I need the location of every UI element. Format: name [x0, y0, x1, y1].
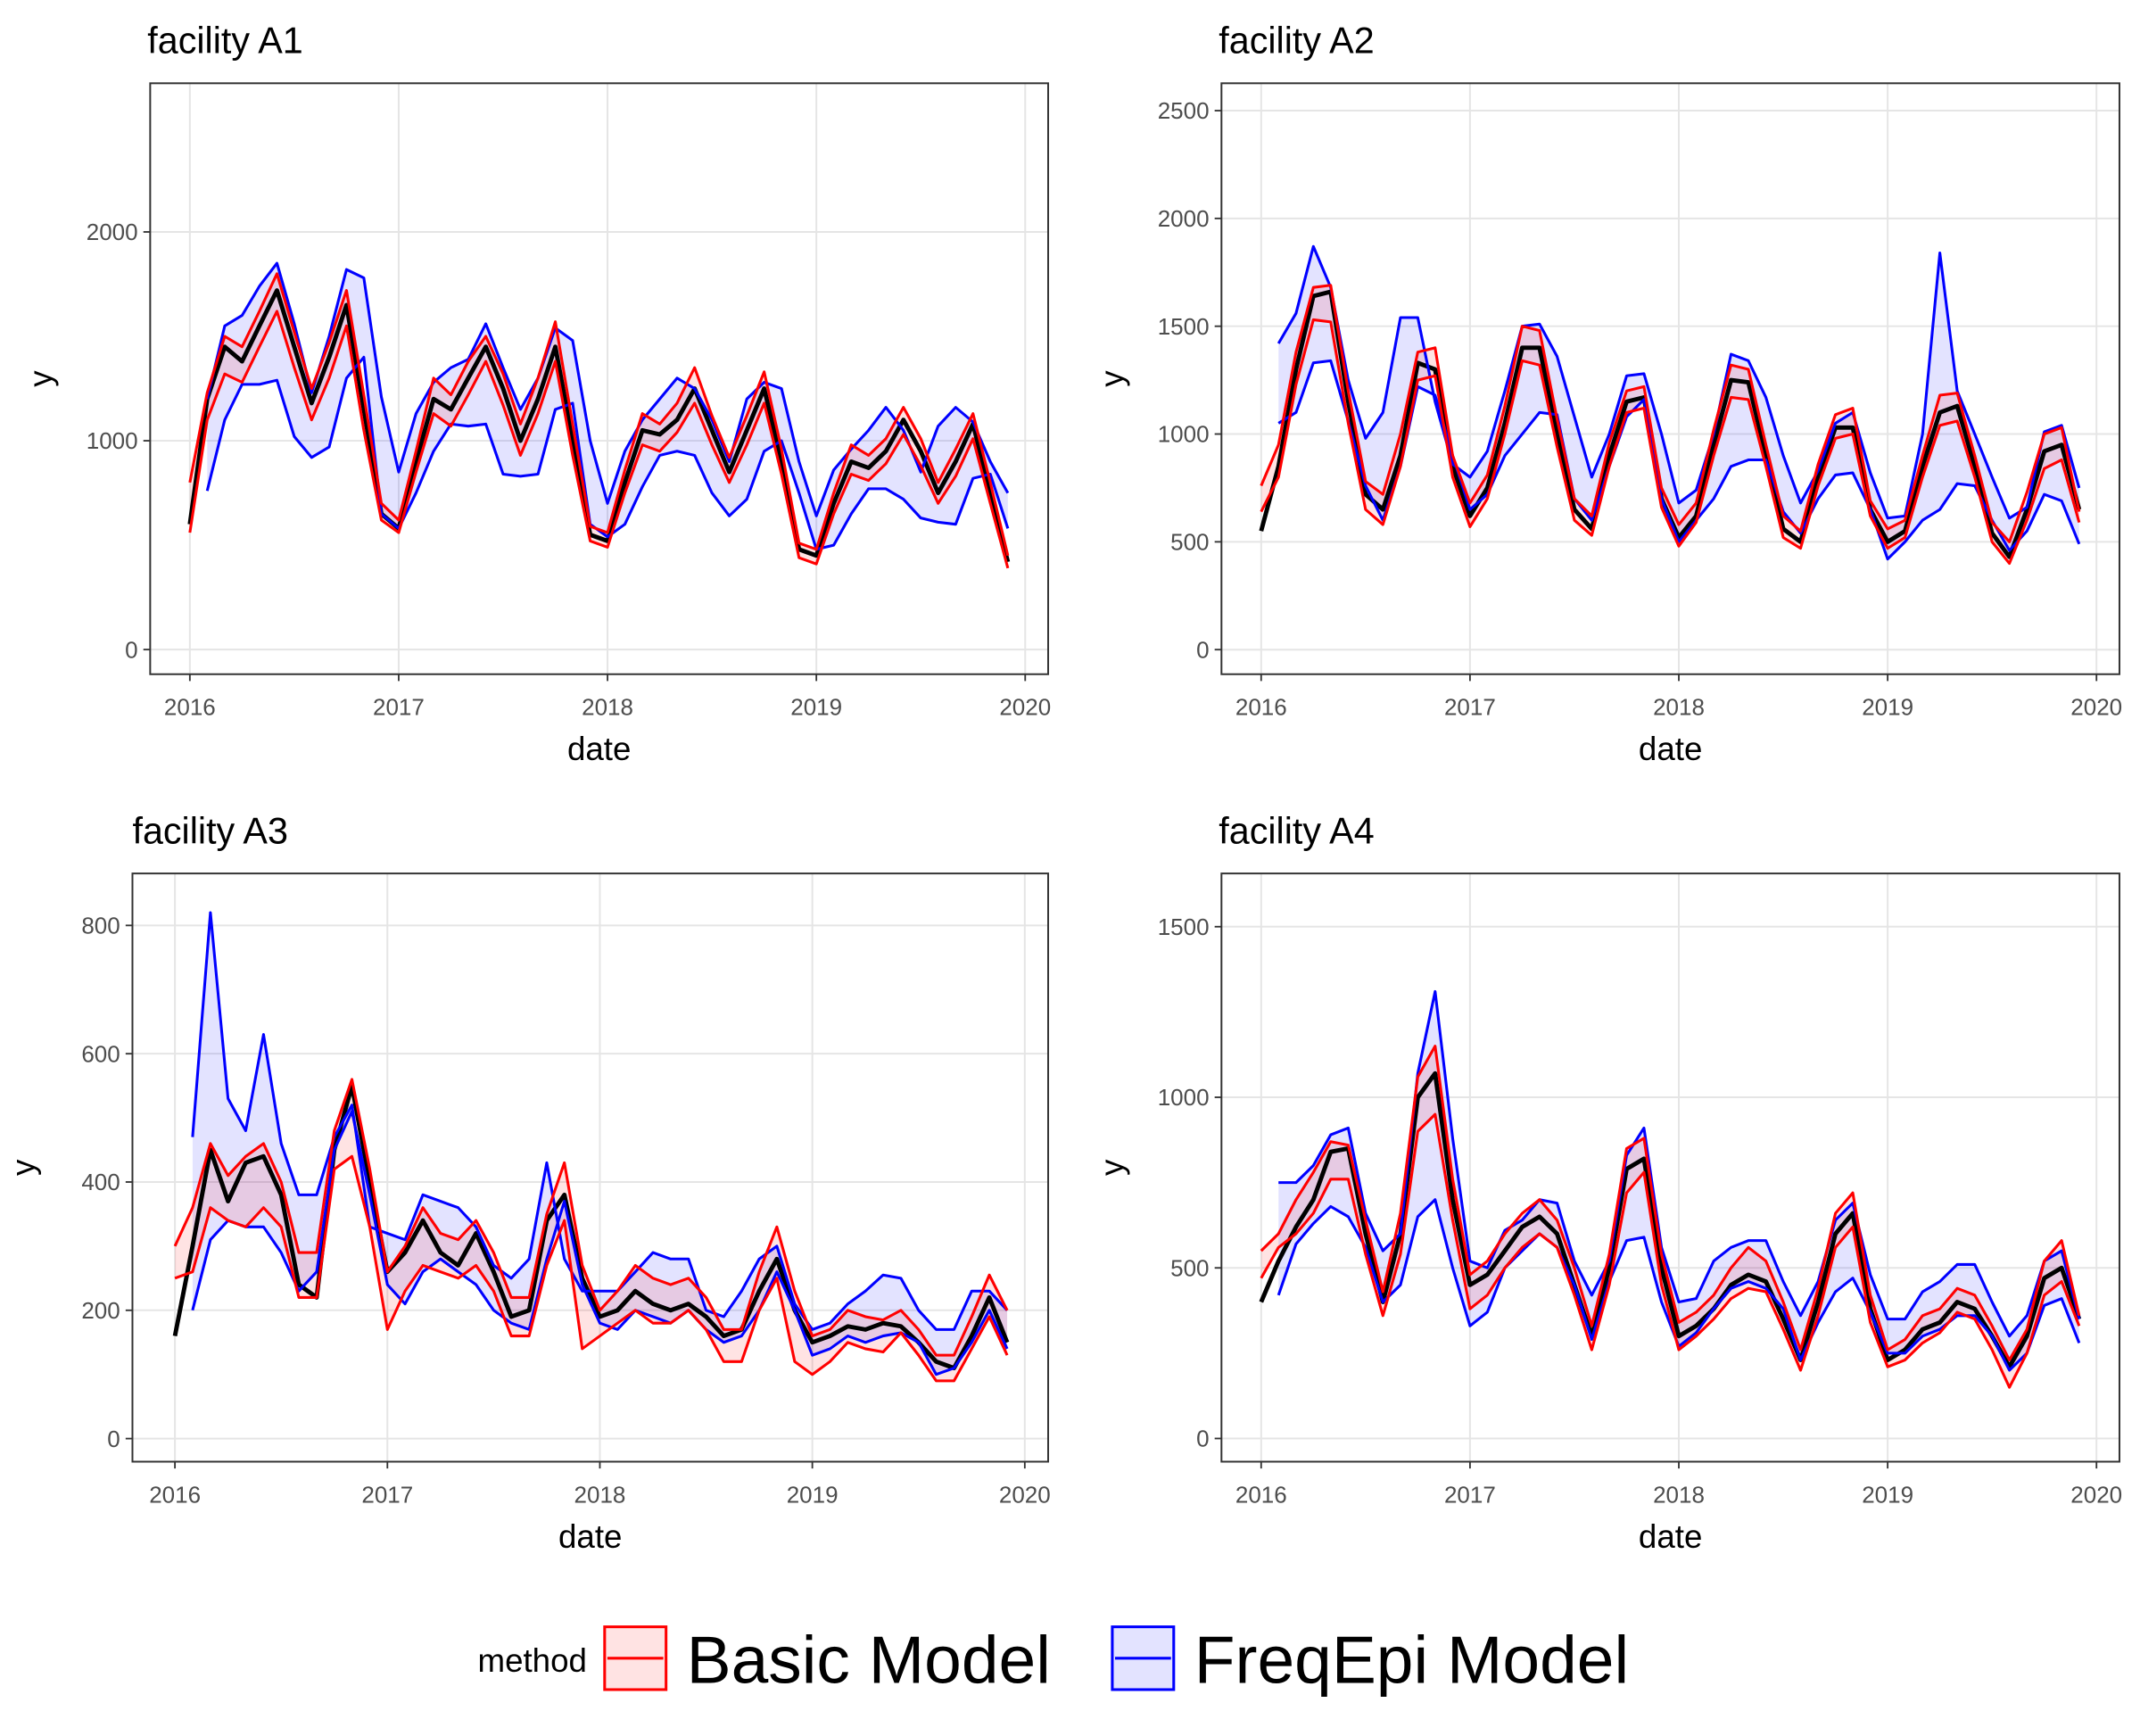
y-tick-label: 800 [81, 913, 120, 939]
y-tick-label: 2500 [1158, 97, 1210, 124]
y-tick-label: 500 [1170, 529, 1209, 556]
x-tick-label: 2018 [574, 1481, 626, 1508]
plot-area [1221, 83, 2119, 674]
lower-line [174, 1154, 1009, 1383]
y-tick-label: 500 [1170, 1254, 1209, 1281]
y-axis-label: y [22, 370, 59, 387]
lower-line [191, 1110, 1009, 1376]
plot-area [1221, 873, 2119, 1462]
y-tick-label: 1000 [1158, 421, 1210, 448]
upper-line [1260, 1045, 2081, 1362]
y-tick-label: 0 [1196, 1426, 1209, 1452]
x-tick-label: 2019 [787, 1481, 839, 1508]
x-axis-label: date [1639, 1518, 1702, 1555]
y-tick-label: 600 [81, 1040, 120, 1067]
panel-title: facility A3 [132, 810, 287, 851]
y-tick-label: 1000 [1158, 1084, 1210, 1111]
y-tick-label: 400 [81, 1169, 120, 1195]
panel-title: facility A1 [147, 21, 302, 62]
lower-line [1260, 1112, 2081, 1389]
lower-line [188, 310, 1010, 569]
panel-title: facility A2 [1219, 21, 1374, 62]
observed-line [187, 288, 1011, 563]
x-tick-label: 2017 [1444, 694, 1496, 721]
y-tick-label: 1500 [1158, 913, 1210, 940]
upper-line [191, 911, 1009, 1331]
plot-area [150, 83, 1049, 674]
y-axis-label: y [4, 1159, 41, 1176]
x-tick-label: 2018 [1653, 1481, 1705, 1508]
plot-area [132, 873, 1049, 1462]
x-tick-label: 2018 [1653, 694, 1705, 721]
x-tick-label: 2020 [2070, 1481, 2122, 1508]
x-tick-label: 2017 [361, 1481, 413, 1508]
upper-line [205, 261, 1010, 517]
panel-title: facility A4 [1219, 810, 1374, 851]
legend-title: method [478, 1642, 587, 1679]
y-axis-label: y [1094, 1159, 1130, 1176]
x-tick-label: 2017 [1444, 1481, 1496, 1508]
panel: 0 500 1000 1500 2016 2017 2018 2019 2020 facility… [1094, 810, 2122, 1554]
x-tick-label: 2016 [149, 1481, 201, 1508]
y-tick-label: 1500 [1158, 313, 1210, 340]
legend-label: FreqEpi Model [1194, 1622, 1629, 1697]
plot-border [149, 82, 1050, 675]
band [207, 263, 1008, 550]
upper-line [188, 272, 1010, 557]
x-tick-label: 2017 [373, 694, 425, 721]
x-tick-label: 2016 [1235, 1481, 1287, 1508]
lower-line [205, 355, 1010, 551]
observed-line [172, 1083, 1010, 1370]
x-tick-label: 2016 [164, 694, 216, 721]
panel: 0 500 1000 1500 2000 2500 2016 2017 2018 2019 2020… [1094, 21, 2122, 767]
y-tick-label: 0 [1196, 636, 1209, 663]
y-tick-label: 0 [107, 1426, 120, 1452]
upper-line [1260, 284, 2081, 543]
y-tick-label: 2000 [87, 219, 138, 245]
legend-label: Basic Model [687, 1622, 1051, 1697]
x-tick-label: 2019 [1862, 694, 1913, 721]
x-tick-label: 2020 [2070, 694, 2122, 721]
x-tick-label: 2020 [999, 1481, 1051, 1508]
x-axis-label: date [567, 731, 631, 767]
x-tick-label: 2020 [999, 694, 1051, 721]
x-tick-label: 2016 [1235, 694, 1287, 721]
panel: 0 200 400 600 800 2016 2017 2018 2019 2020 facilit… [4, 810, 1050, 1554]
y-tick-label: 2000 [1158, 205, 1210, 232]
upper-line [1277, 244, 2081, 520]
y-axis-label: y [1094, 370, 1130, 387]
observed-line [1259, 1071, 2082, 1369]
y-tick-label: 0 [125, 636, 137, 663]
band [1260, 1046, 2079, 1388]
upper-line [173, 1078, 1009, 1357]
band [1278, 991, 2079, 1370]
plot-border [1220, 872, 2120, 1463]
plot-border [1220, 82, 2120, 675]
lower-line [1260, 318, 2081, 566]
x-axis-label: date [1639, 731, 1702, 767]
x-tick-label: 2018 [582, 694, 633, 721]
x-axis-label: date [558, 1518, 622, 1555]
panel: 0 1000 2000 2016 2017 2018 2019 2020 facility A1… [22, 21, 1051, 767]
x-tick-label: 2019 [790, 694, 842, 721]
band [1278, 246, 2079, 559]
plot-border [131, 872, 1050, 1463]
y-tick-label: 200 [81, 1297, 120, 1324]
y-tick-label: 1000 [87, 427, 138, 454]
x-tick-label: 2019 [1862, 1481, 1913, 1508]
